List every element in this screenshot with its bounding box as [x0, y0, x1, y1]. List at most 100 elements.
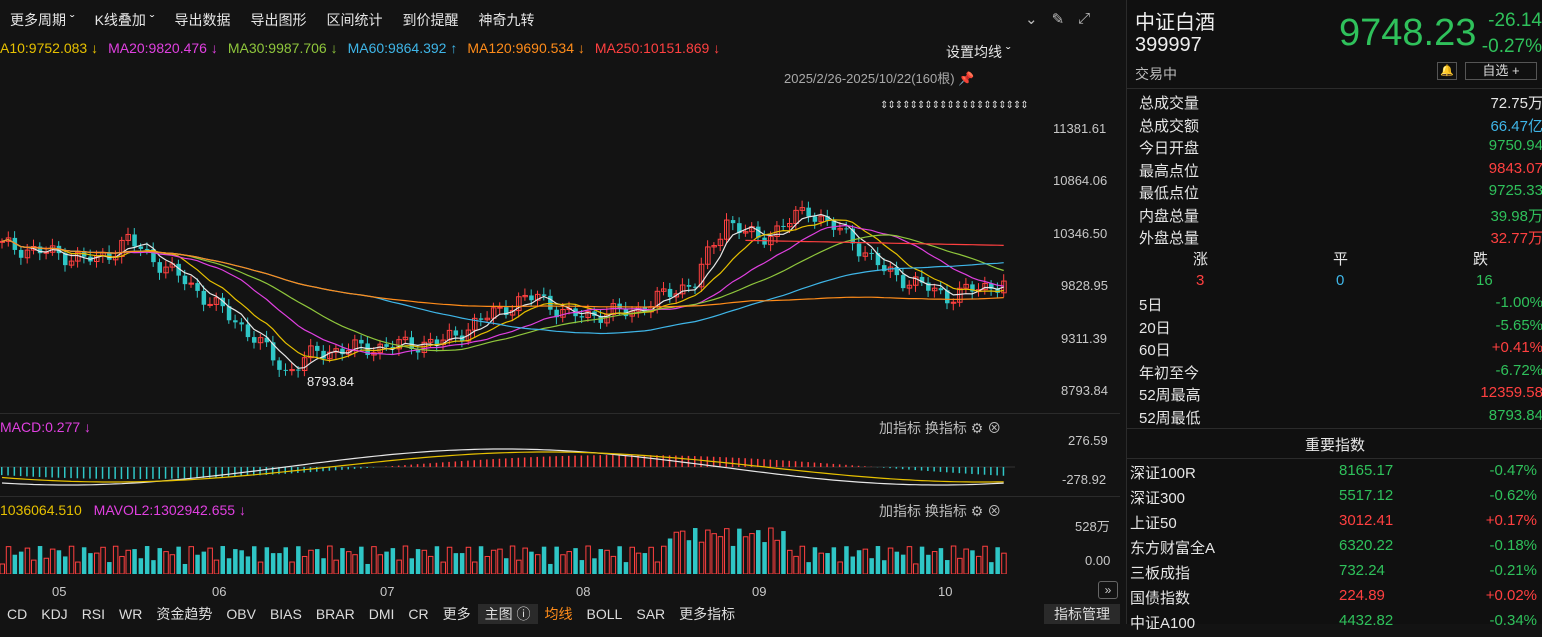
- volume-bar: [756, 530, 761, 574]
- volume-bar: [277, 553, 282, 574]
- add-watchlist-button[interactable]: 自选 +: [1465, 62, 1537, 80]
- volume-bar: [718, 537, 723, 574]
- vol-switch-indicator[interactable]: 换指标: [925, 503, 967, 519]
- toolbar-item-2[interactable]: 导出数据: [164, 10, 240, 30]
- indicator-tab-14[interactable]: SAR: [629, 606, 672, 622]
- brush-icon[interactable]: ✎: [1052, 10, 1065, 28]
- volume-bar: [410, 558, 415, 574]
- toolbar-item-4[interactable]: 区间统计: [316, 10, 392, 30]
- volume-bar: [876, 546, 881, 574]
- candle-body: [139, 246, 144, 249]
- index-price: 6320.22: [1339, 537, 1393, 554]
- macd-label: MACD:0.277 ↓: [0, 419, 91, 435]
- volume-bar: [384, 552, 389, 574]
- volume-bar: [592, 558, 597, 574]
- period-label: 年初至今: [1139, 362, 1199, 383]
- volume-bar: [743, 537, 748, 574]
- candlestick-chart[interactable]: [0, 60, 1120, 416]
- macd-bar: [133, 467, 135, 479]
- candle-body: [844, 228, 849, 229]
- volume-bar: [561, 555, 566, 574]
- fullscreen-icon[interactable]: ⤢: [1078, 10, 1090, 28]
- volume-bar: [504, 558, 509, 574]
- bell-icon[interactable]: 🔔: [1437, 62, 1457, 80]
- macd-switch-indicator[interactable]: 换指标: [925, 420, 967, 436]
- volume-bar: [712, 534, 717, 574]
- indicator-tab-5[interactable]: OBV: [219, 606, 263, 622]
- gear-icon[interactable]: ⚙: [971, 503, 984, 519]
- volume-bar: [6, 547, 11, 574]
- macd-bar: [549, 456, 551, 467]
- macd-bar: [644, 455, 646, 467]
- macd-bar: [83, 467, 85, 478]
- indicator-tab-11[interactable]: 主图 ⓘ: [478, 604, 538, 624]
- volume-chart[interactable]: [0, 520, 1120, 574]
- macd-bar: [959, 467, 961, 473]
- macd-chart[interactable]: [0, 440, 1120, 494]
- indicator-tab-13[interactable]: BOLL: [580, 606, 630, 622]
- macd-bar: [530, 457, 532, 467]
- macd-bar: [826, 463, 828, 467]
- close-icon[interactable]: ⊗: [987, 420, 1001, 436]
- volume-bar: [674, 532, 679, 574]
- candle-body: [580, 316, 585, 317]
- toolbar-item-6[interactable]: 神奇九转: [468, 10, 544, 30]
- gear-icon[interactable]: ⚙: [971, 420, 984, 436]
- indicator-tab-4[interactable]: 资金趋势: [149, 604, 219, 624]
- last-price: 9748.23: [1339, 12, 1476, 55]
- volume-bar: [88, 553, 93, 574]
- macd-bar: [467, 461, 469, 467]
- macd-bar: [921, 467, 923, 471]
- vol-add-indicator[interactable]: 加指标: [879, 503, 921, 519]
- vol-axis-top: 528万: [1075, 516, 1110, 535]
- macd-bar: [316, 467, 318, 472]
- toolbar-item-3[interactable]: 导出图形: [240, 10, 316, 30]
- volume-bar: [599, 549, 604, 574]
- indicator-tab-15[interactable]: 更多指标: [672, 604, 742, 624]
- macd-add-indicator[interactable]: 加指标: [879, 420, 921, 436]
- macd-bar: [1, 467, 3, 475]
- volume-bar: [19, 552, 24, 574]
- indicator-tab-12[interactable]: 均线: [538, 604, 580, 624]
- indicator-tab-0[interactable]: CD: [0, 606, 34, 622]
- time-axis-label: 05: [52, 584, 66, 599]
- indicator-tab-7[interactable]: BRAR: [309, 606, 362, 622]
- indicator-tab-10[interactable]: 更多: [436, 604, 478, 624]
- macd-bar: [688, 456, 690, 467]
- indicator-tab-16[interactable]: 指标管理: [1044, 604, 1120, 624]
- macd-bar: [33, 467, 35, 477]
- volume-bar: [107, 562, 112, 574]
- indicator-tab-2[interactable]: RSI: [75, 606, 112, 622]
- macd-bar: [845, 465, 847, 467]
- indicator-tab-9[interactable]: CR: [401, 606, 435, 622]
- volume-bar: [1002, 553, 1007, 574]
- volume-bar: [750, 534, 755, 574]
- mavol2-label: MAVOL2:1302942.655 ↓: [94, 502, 246, 518]
- indicator-tab-6[interactable]: BIAS: [263, 606, 309, 622]
- macd-bar: [1003, 467, 1005, 476]
- toolbar-item-0[interactable]: 更多周期 ˇ: [0, 10, 85, 30]
- indicator-tab-1[interactable]: KDJ: [34, 606, 74, 622]
- scroll-right-icon[interactable]: »: [1098, 581, 1118, 599]
- toolbar-item-1[interactable]: K线叠加 ˇ: [85, 10, 165, 30]
- price-axis-label: 9311.39: [1061, 331, 1107, 346]
- close-icon[interactable]: ⊗: [987, 503, 1001, 519]
- macd-bar: [165, 467, 167, 479]
- indicator-tab-8[interactable]: DMI: [362, 606, 402, 622]
- indicator-tab-3[interactable]: WR: [112, 606, 149, 622]
- macd-bar: [940, 467, 942, 472]
- toolbar-item-5[interactable]: 到价提醒: [392, 10, 468, 30]
- set-ma-button[interactable]: 设置均线 ˇ: [946, 42, 1011, 62]
- volume-bar: [781, 531, 786, 574]
- collapse-icon[interactable]: ⌄: [1025, 10, 1038, 28]
- volume-bar: [441, 562, 446, 574]
